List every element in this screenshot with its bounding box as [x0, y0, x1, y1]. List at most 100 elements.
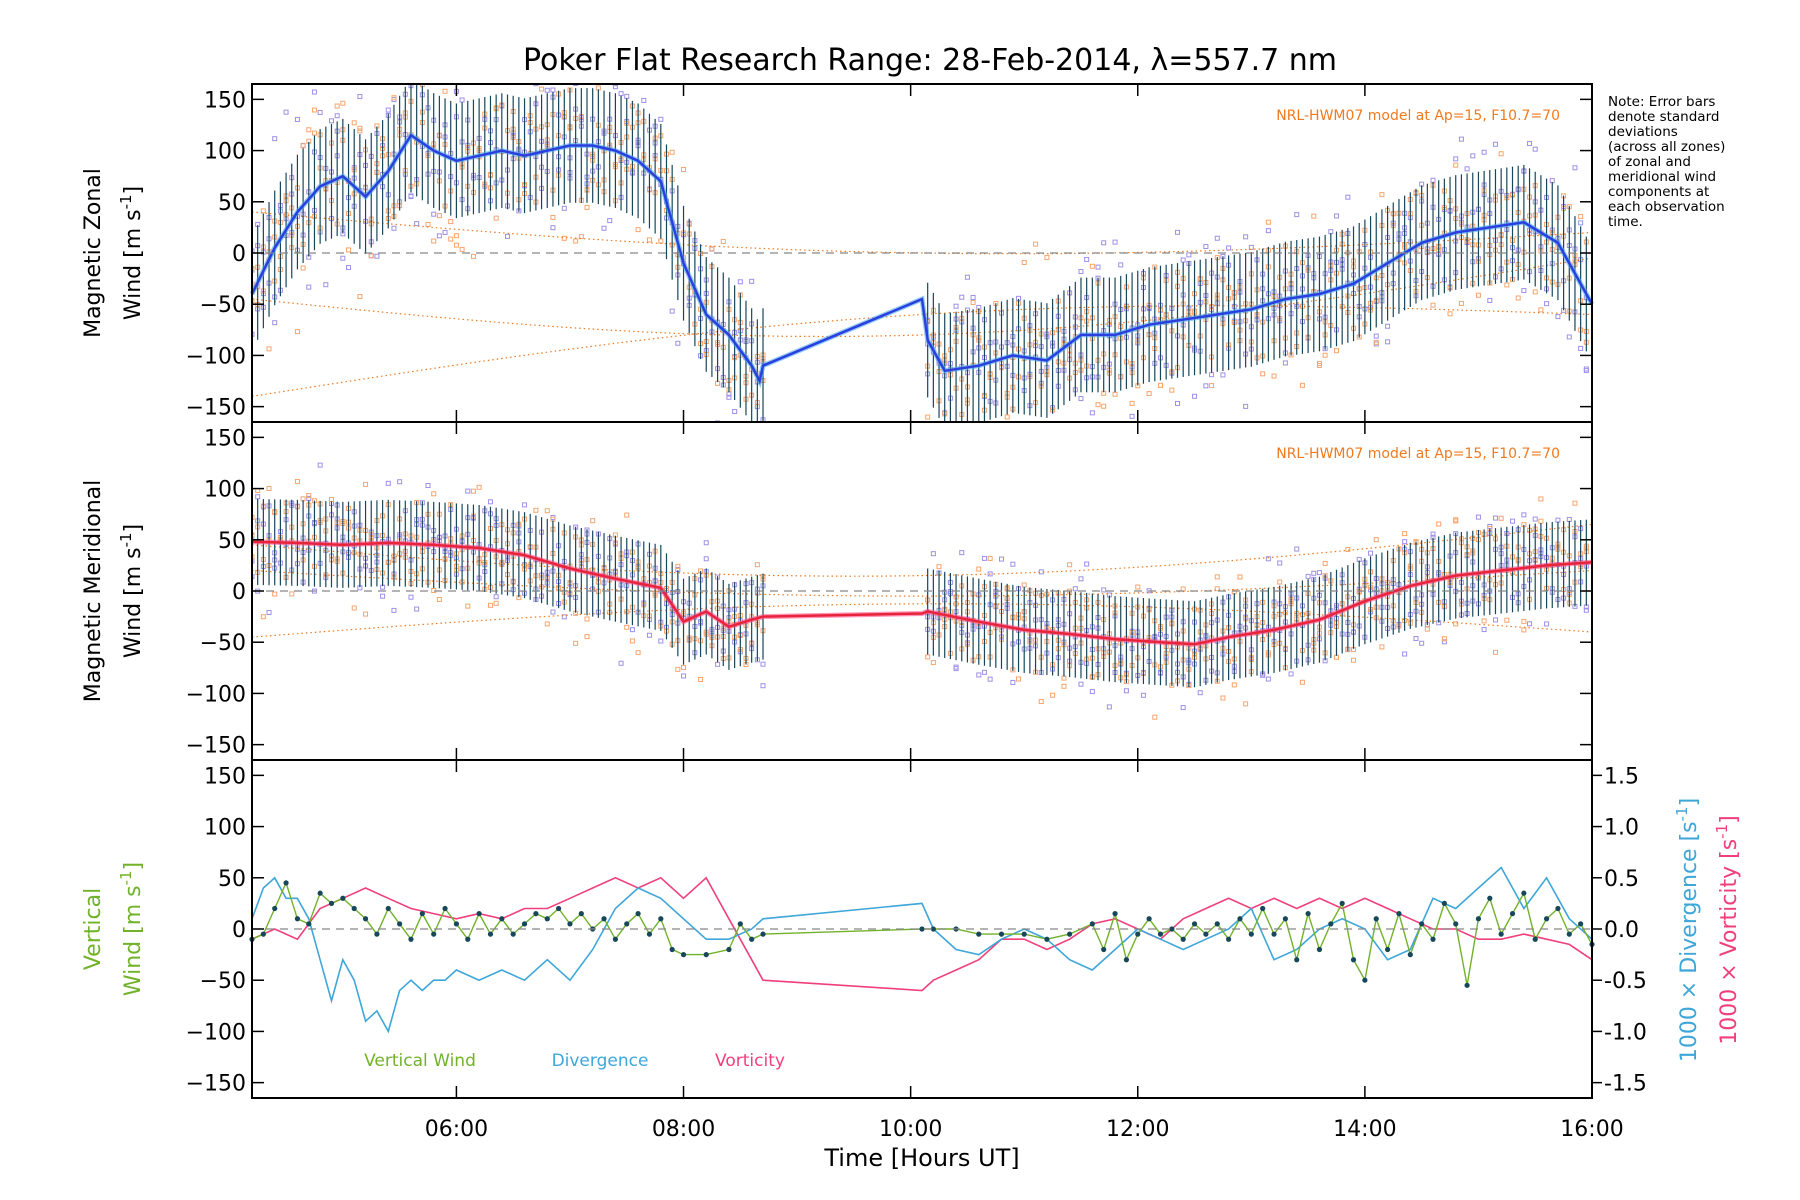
scatter-point	[311, 89, 317, 95]
scatter-point	[1487, 297, 1493, 303]
scatter-point	[1265, 556, 1271, 562]
scatter-point	[1038, 698, 1044, 704]
scatter-point	[1413, 636, 1419, 642]
vertical-wind-point	[408, 936, 414, 942]
scatter-point	[1492, 649, 1498, 655]
scatter-point	[289, 591, 295, 597]
axes-layer	[251, 83, 1602, 1099]
vertical-wind-point	[1487, 895, 1493, 901]
scatter-point	[1492, 617, 1498, 623]
scatter-point	[1299, 679, 1305, 685]
y-tick-label: 0	[232, 580, 246, 605]
scatter-point	[1572, 500, 1578, 506]
scatter-point	[618, 660, 624, 666]
scatter-point	[709, 246, 715, 252]
vertical-wind-point	[1214, 921, 1220, 927]
scatter-point	[272, 591, 278, 597]
vertical-wind-point	[385, 905, 391, 912]
scatter-point	[294, 116, 300, 122]
note-line: components at	[1608, 184, 1710, 200]
scatter-point	[1101, 587, 1107, 593]
vertical-wind-point	[749, 936, 755, 942]
scatter-point	[1453, 621, 1459, 627]
scatter-point	[311, 130, 317, 136]
scatter-point	[1265, 676, 1271, 682]
scatter-point	[363, 481, 369, 487]
scatter-point	[925, 654, 931, 660]
scatter-point	[1458, 300, 1464, 306]
scatter-point	[925, 414, 931, 420]
scatter-point	[1271, 373, 1277, 379]
model-group	[252, 523, 1592, 638]
vertical-wind-point	[374, 931, 380, 937]
scatter-point	[408, 594, 414, 600]
model-label: NRL-HWM07 model at Ap=15, F10.7=70	[1276, 446, 1560, 462]
scatter-point	[340, 100, 346, 106]
scatter-point	[1299, 382, 1305, 388]
scatter-point	[1072, 586, 1078, 592]
scatter-point	[1152, 714, 1158, 720]
scatter-point	[1078, 268, 1084, 274]
note-line: (across all zones)	[1608, 139, 1726, 155]
vertical-wind-point	[453, 921, 460, 927]
model-curve	[252, 603, 1592, 638]
scatter-point	[323, 282, 329, 288]
scatter-point	[1419, 640, 1425, 646]
scatter-point	[1458, 136, 1464, 142]
scatter-point	[363, 611, 369, 617]
vertical-wind-point	[578, 911, 584, 917]
scatter-point	[252, 265, 255, 271]
scatter-point	[252, 554, 255, 560]
scatter-point	[391, 225, 397, 231]
vertical-wind-point	[1146, 916, 1152, 922]
scatter-point	[1578, 213, 1584, 219]
scatter-point	[448, 236, 454, 242]
scatter-point	[1089, 263, 1095, 269]
scatter-point	[1180, 257, 1186, 263]
scatter-point	[1492, 141, 1498, 147]
scatter-point	[1135, 584, 1141, 590]
scatter-point	[1544, 621, 1550, 627]
scatter-point	[987, 676, 993, 682]
scatter-point	[533, 507, 539, 513]
x-tick-label: 12:00	[1106, 1117, 1169, 1142]
scatter-point	[300, 265, 306, 271]
scatter-point	[1067, 562, 1073, 568]
vertical-wind-point	[1475, 916, 1482, 922]
scatter-point	[629, 627, 635, 633]
scatter-point	[1379, 192, 1385, 198]
scatter-point	[351, 120, 357, 126]
x-tick-label: 06:00	[425, 1117, 488, 1142]
scatter-point	[641, 97, 647, 103]
scatter-point	[487, 602, 493, 608]
scatter-point	[476, 484, 482, 490]
vertical-wind-point	[533, 911, 539, 917]
scatter-point	[493, 215, 499, 221]
scatter-point	[1532, 146, 1538, 152]
scatter-point	[1402, 539, 1408, 545]
scatter-point	[1004, 414, 1010, 420]
vertical-wind-point	[726, 946, 732, 953]
scatter-point	[601, 225, 607, 231]
scatter-point	[590, 518, 596, 524]
y2-tick-label: 0.0	[1604, 918, 1639, 943]
scatter-point	[1203, 383, 1209, 389]
scatter-point	[1129, 400, 1135, 406]
scatter-point	[306, 493, 312, 499]
scatter-point	[953, 303, 959, 309]
scatter-point	[252, 298, 255, 304]
scatter-point	[1243, 701, 1249, 707]
scatter-point	[1566, 334, 1572, 340]
scatter-point	[1498, 515, 1504, 521]
scatter-point	[754, 562, 760, 568]
vertical-wind-point	[703, 952, 709, 958]
scatter-point	[1214, 574, 1220, 580]
scatter-point	[998, 556, 1004, 562]
scatter-point	[1481, 149, 1487, 155]
scatter-point	[1282, 360, 1288, 366]
scatter-point	[260, 614, 266, 620]
label-part: ]	[1717, 815, 1742, 824]
vertical-wind-point	[487, 931, 494, 937]
scatter-point	[1430, 302, 1436, 308]
